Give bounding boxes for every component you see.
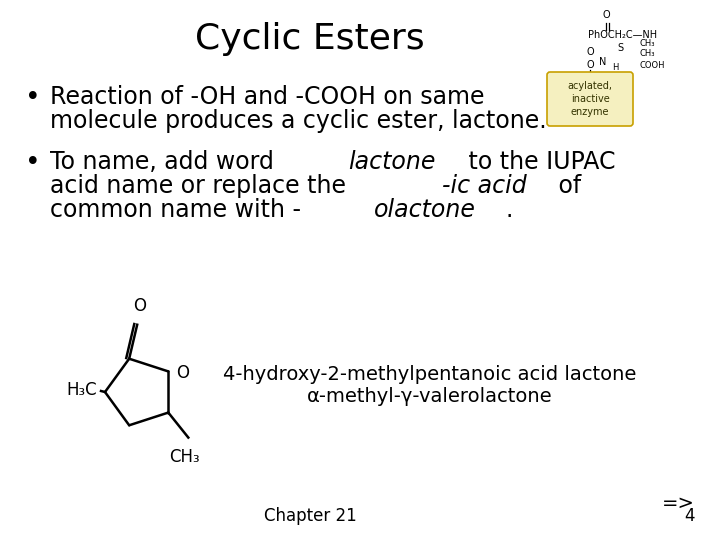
Text: 4-hydroxy-2-methylpentanoic acid lactone: 4-hydroxy-2-methylpentanoic acid lactone xyxy=(223,366,636,384)
Text: O: O xyxy=(586,47,594,57)
FancyBboxPatch shape xyxy=(547,72,633,126)
Text: O: O xyxy=(176,364,189,382)
Text: olactone: olactone xyxy=(374,198,476,222)
Text: to the IUPAC: to the IUPAC xyxy=(462,150,616,174)
Text: .: . xyxy=(505,198,513,222)
Text: •: • xyxy=(25,150,40,176)
Text: of: of xyxy=(551,174,581,198)
Text: molecule produces a cyclic ester, lactone.: molecule produces a cyclic ester, lacton… xyxy=(50,109,546,133)
Text: To name, add word: To name, add word xyxy=(50,150,282,174)
Text: COOH: COOH xyxy=(640,60,665,70)
Text: Reaction of -OH and -COOH on same: Reaction of -OH and -COOH on same xyxy=(50,85,485,109)
Text: O: O xyxy=(586,60,594,70)
Text: PhOCH₂C—NH: PhOCH₂C—NH xyxy=(588,30,657,40)
Text: H: H xyxy=(612,63,618,71)
Text: 4: 4 xyxy=(685,507,695,525)
Text: Cyclic Esters: Cyclic Esters xyxy=(195,22,425,56)
Text: CH₃: CH₃ xyxy=(640,49,655,57)
Text: O: O xyxy=(602,10,610,20)
Text: α-methyl-γ-valerolactone: α-methyl-γ-valerolactone xyxy=(307,388,553,407)
Text: -ic acid: -ic acid xyxy=(441,174,526,198)
Text: Chapter 21: Chapter 21 xyxy=(264,507,356,525)
Text: acylated,
inactive
enzyme: acylated, inactive enzyme xyxy=(567,81,613,117)
Text: •: • xyxy=(25,85,40,111)
Text: CH₃: CH₃ xyxy=(640,38,655,48)
Text: O: O xyxy=(132,296,145,315)
Text: S: S xyxy=(617,43,623,53)
Text: =>: => xyxy=(662,494,695,512)
Text: N: N xyxy=(599,57,607,67)
Text: H₃C: H₃C xyxy=(66,381,97,399)
Text: CH₃: CH₃ xyxy=(169,448,199,465)
Text: common name with -: common name with - xyxy=(50,198,301,222)
Text: acid name or replace the: acid name or replace the xyxy=(50,174,354,198)
Text: lactone: lactone xyxy=(348,150,436,174)
